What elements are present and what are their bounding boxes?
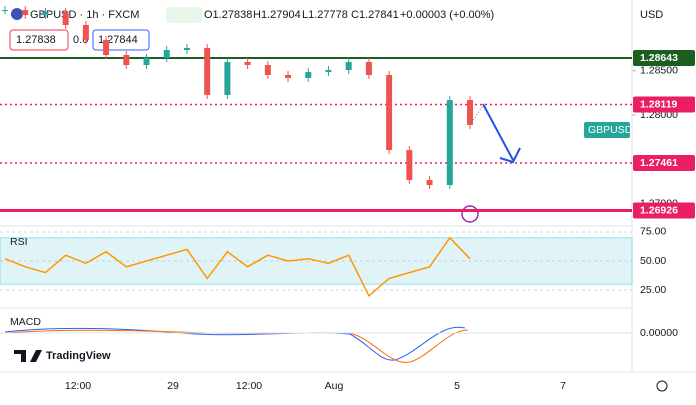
candle xyxy=(244,62,251,66)
forecast-arrowhead xyxy=(499,147,521,164)
candle xyxy=(103,39,110,55)
high-value: H1.27904 xyxy=(253,9,301,21)
brand-name: TradingView xyxy=(46,350,111,362)
candle xyxy=(143,58,150,66)
change-value: +0.00003 (+0.00%) xyxy=(400,9,494,21)
low-value: L1.27778 xyxy=(302,9,348,21)
candle xyxy=(446,100,453,186)
last-price-link xyxy=(469,103,485,126)
time-tick-label: 29 xyxy=(167,380,179,392)
time-tick-label: Aug xyxy=(325,380,344,392)
candle xyxy=(204,47,211,95)
candle xyxy=(467,100,473,125)
brand-logo xyxy=(14,350,42,362)
candle xyxy=(264,65,271,75)
level-label: 1.28643 xyxy=(640,52,678,64)
macd-title: MACD xyxy=(10,316,41,328)
candle xyxy=(163,50,170,59)
open-value: O1.27838 xyxy=(204,9,252,21)
time-tick-label: 5 xyxy=(454,380,460,392)
sell-button[interactable] xyxy=(9,29,69,51)
rsi-title: RSI xyxy=(10,236,28,248)
price-tick-label: 1.28500 xyxy=(640,64,678,76)
candle xyxy=(224,62,231,95)
candle xyxy=(345,62,352,70)
forecast-arrow xyxy=(482,103,514,161)
level-tag xyxy=(633,50,695,67)
level-label: 1.26926 xyxy=(640,204,678,216)
sell-price[interactable]: 1.27838 xyxy=(16,34,56,46)
candle xyxy=(62,11,69,25)
level-tag xyxy=(633,154,695,171)
rsi-tick-label: 50.00 xyxy=(640,255,666,267)
level-label: 1.27461 xyxy=(640,157,678,169)
level-tag xyxy=(633,202,695,219)
close-value: C1.27841 xyxy=(351,9,399,21)
level-label: 1.28119 xyxy=(640,98,678,110)
candle xyxy=(426,179,433,186)
symbol-tag-label: GBPUSD xyxy=(588,124,633,136)
event-icon[interactable] xyxy=(461,205,479,223)
time-tick-label: 12:00 xyxy=(236,380,262,392)
candle xyxy=(285,74,292,78)
rsi-tick-label: 75.00 xyxy=(640,226,666,238)
flag-icon xyxy=(11,8,23,20)
settings-icon[interactable] xyxy=(656,380,668,392)
candle xyxy=(82,24,89,40)
macd-tick-label: 0.00000 xyxy=(640,327,678,339)
rsi-tick-label: 25.00 xyxy=(640,284,666,296)
symbol-title[interactable]: GBPUSD · 1h · FXCM xyxy=(30,9,139,21)
candle xyxy=(22,10,29,16)
currency[interactable]: USD xyxy=(640,9,663,21)
time-tick-label: 12:00 xyxy=(65,380,91,392)
rsi-line xyxy=(4,236,471,297)
symbol-tag xyxy=(584,122,630,138)
candle xyxy=(406,150,413,180)
candle xyxy=(305,72,312,78)
candle xyxy=(2,10,8,12)
level-tag xyxy=(633,96,695,113)
candle xyxy=(123,54,130,66)
candle xyxy=(325,69,332,73)
candle xyxy=(42,11,49,16)
candle xyxy=(386,74,393,151)
status-badge[interactable] xyxy=(166,7,202,23)
candle xyxy=(183,47,190,51)
candle xyxy=(365,62,372,75)
time-tick-label: 7 xyxy=(560,380,566,392)
